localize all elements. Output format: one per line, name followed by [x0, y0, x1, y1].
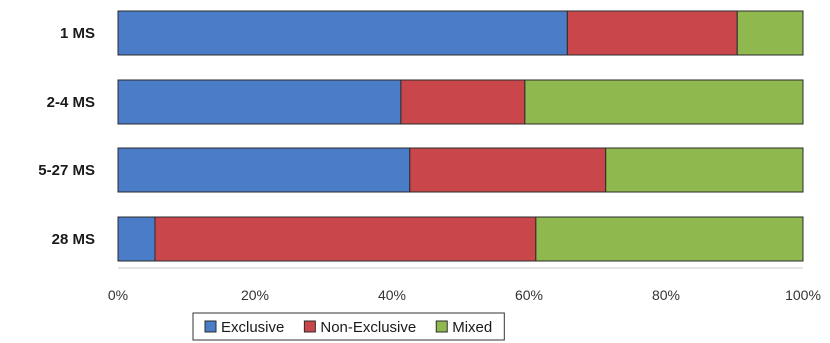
category-label: 28 MS: [52, 231, 95, 248]
x-tick-label: 0%: [108, 287, 128, 303]
legend-box: [192, 312, 505, 341]
category-labels: 1 MS 2-4 MS 5-27 MS 28 MS: [38, 25, 95, 248]
x-tick-labels: 0% 20% 40% 60% 80% 100%: [108, 287, 821, 303]
x-tick-label: 100%: [785, 287, 821, 303]
bars-layer: [117, 10, 804, 262]
bar-segment-exclusive: [117, 147, 411, 193]
legend-label-non-exclusive: Non-Exclusive: [320, 319, 416, 336]
bar-segment-exclusive: [117, 10, 568, 56]
bar-segment-mixed: [605, 147, 804, 193]
bar-segment-exclusive: [117, 216, 156, 262]
legend-swatch-exclusive: [204, 320, 217, 333]
bar-segment-non-exclusive: [400, 79, 526, 125]
bar-segment-non-exclusive: [566, 10, 738, 56]
legend: Exclusive Non-Exclusive Mixed: [192, 312, 505, 341]
bar-segment-mixed: [524, 79, 804, 125]
category-label: 1 MS: [60, 25, 95, 42]
x-tick-label: 40%: [378, 287, 406, 303]
bar-segment-exclusive: [117, 79, 402, 125]
x-tick-label: 60%: [515, 287, 543, 303]
legend-label-mixed: Mixed: [452, 319, 492, 336]
x-tick-label: 20%: [241, 287, 269, 303]
category-label: 2-4 MS: [47, 94, 95, 111]
legend-swatch-non-exclusive: [303, 320, 316, 333]
legend-label-exclusive: Exclusive: [221, 319, 284, 336]
bar-segment-non-exclusive: [409, 147, 607, 193]
x-tick-label: 80%: [652, 287, 680, 303]
bar-segment-mixed: [736, 10, 804, 56]
legend-swatch-mixed: [435, 320, 448, 333]
category-label: 5-27 MS: [38, 162, 95, 179]
bar-segment-mixed: [535, 216, 804, 262]
bar-segment-non-exclusive: [154, 216, 537, 262]
